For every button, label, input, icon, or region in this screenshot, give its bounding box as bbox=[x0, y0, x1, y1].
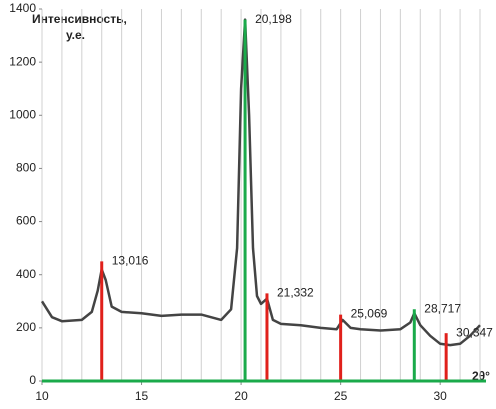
y-axis-title: Интенсивность, bbox=[32, 12, 127, 26]
peak-label: 28,717 bbox=[424, 301, 461, 315]
peak-label: 13,016 bbox=[112, 254, 149, 268]
x-tick-label: 15 bbox=[135, 389, 149, 403]
y-tick-label: 200 bbox=[16, 320, 36, 334]
peak-label: 20,198 bbox=[255, 12, 292, 26]
x-tick-label: 25 bbox=[334, 389, 348, 403]
y-axis-title: у.е. bbox=[66, 28, 85, 42]
y-tick-label: 0 bbox=[29, 373, 36, 387]
y-tick-label: 800 bbox=[16, 161, 36, 175]
peak-label: 30,347 bbox=[456, 325, 493, 339]
peak-label: 25,069 bbox=[351, 307, 388, 321]
x-tick-label: 30 bbox=[434, 389, 448, 403]
y-tick-label: 400 bbox=[16, 267, 36, 281]
y-tick-label: 1000 bbox=[9, 107, 36, 121]
y-tick-label: 600 bbox=[16, 214, 36, 228]
y-tick-label: 1400 bbox=[9, 1, 36, 15]
x-tick-label: 10 bbox=[35, 389, 49, 403]
peak-label: 21,332 bbox=[277, 285, 314, 299]
y-tick-label: 1200 bbox=[9, 54, 36, 68]
x-tick-label: 20 bbox=[234, 389, 248, 403]
